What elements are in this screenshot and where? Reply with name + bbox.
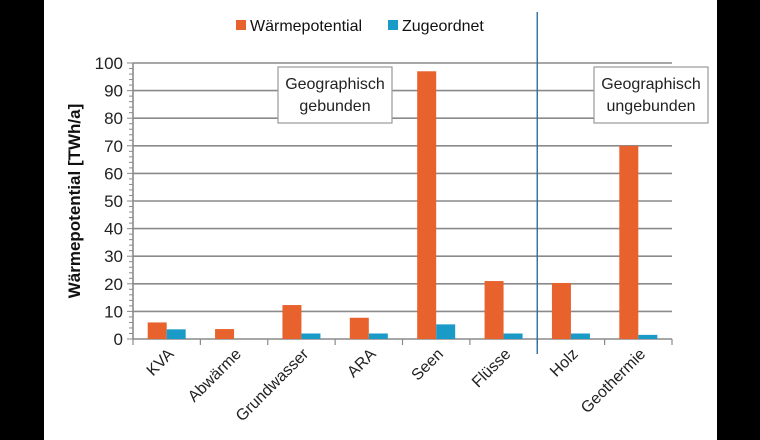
x-category-label: Grundwasser <box>233 345 313 425</box>
x-category-label: KVA <box>144 346 178 380</box>
x-category-label: Seen <box>409 346 447 384</box>
y-tick-label: 80 <box>104 109 123 128</box>
annotation-box <box>277 66 393 124</box>
annotation-text: ungebunden <box>607 98 696 115</box>
bar-zugeordnet-ara <box>368 333 388 339</box>
chart-canvas: 0 10 20 30 40 50 60 70 80 90 100 KVA Abwärme Grundwas… <box>44 0 717 440</box>
bar-wärmepotential-ara <box>349 317 369 339</box>
x-category-label: ARA <box>344 346 380 382</box>
y-tick-label: 60 <box>104 164 123 183</box>
bar-wärmepotential-flüsse <box>484 281 504 339</box>
y-tick-label: 30 <box>104 247 123 266</box>
legend-swatch-wärmepotential <box>236 20 246 30</box>
y-tick-label: 70 <box>104 137 123 156</box>
bar-zugeordnet-grundwasser <box>301 333 321 339</box>
bar-zugeordnet-holz <box>570 333 590 339</box>
annotation-text: gebunden <box>299 98 370 115</box>
y-tick-label: 20 <box>104 275 123 294</box>
legend-label: Wärmepotential <box>250 18 362 35</box>
annotation-text: Geographisch <box>601 76 701 93</box>
bar-wärmepotential-geothermie <box>619 145 639 339</box>
bar-zugeordnet-seen <box>436 324 456 339</box>
y-tick-label: 0 <box>114 330 123 349</box>
bar-wärmepotential-grundwasser <box>282 305 302 339</box>
bar-wärmepotential-seen <box>417 71 437 339</box>
legend-swatch-zugeordnet <box>388 20 398 30</box>
bar-zugeordnet-geothermie <box>638 334 658 339</box>
x-category-label: Abwärme <box>185 346 245 406</box>
y-tick-label: 100 <box>95 54 123 73</box>
bar-wärmepotential-kva <box>147 322 167 339</box>
bar-wärmepotential-abwärme <box>215 329 235 339</box>
x-category-label: Holz <box>547 346 582 381</box>
bar-chart: 0 10 20 30 40 50 60 70 80 90 100 KVA AbwärmeGrundwas… <box>65 12 709 425</box>
y-tick-label: 10 <box>104 302 123 321</box>
annotation-text: Geographisch <box>285 76 385 93</box>
annotation-box <box>593 66 709 124</box>
bar-zugeordnet-kva <box>166 329 186 339</box>
bar-zugeordnet-flüsse <box>503 333 523 339</box>
x-category-label: Geothermie <box>578 346 649 417</box>
bar-wärmepotential-holz <box>551 282 571 339</box>
y-axis-title: Wärmepotential [TWh/a] <box>65 104 84 299</box>
y-tick-label: 90 <box>104 82 123 101</box>
y-tick-label: 50 <box>104 192 123 211</box>
legend-label: Zugeordnet <box>402 18 484 35</box>
y-tick-label: 40 <box>104 220 123 239</box>
x-category-label: Flüsse <box>469 346 514 391</box>
